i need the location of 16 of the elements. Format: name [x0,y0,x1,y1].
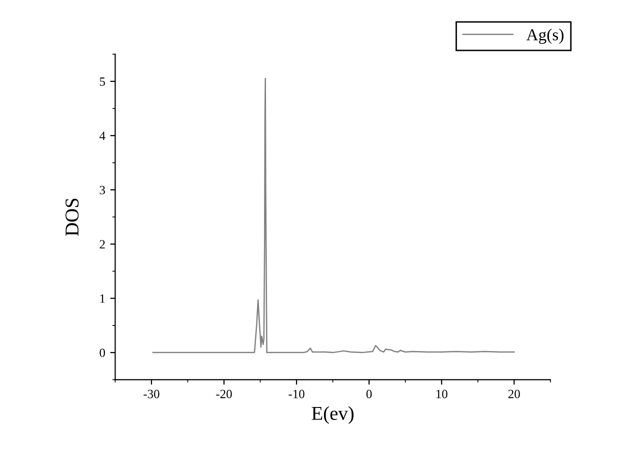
y-axis-title: DOS [66,198,79,236]
x-tick-label: -30 [144,390,160,398]
x-tick-label: 10 [436,390,448,398]
x-tick-label: -10 [288,390,304,398]
line-series [152,78,515,354]
y-tick-label: 2 [100,240,105,248]
x-tick-label: 0 [366,390,372,398]
y-tick-label: 3 [100,186,105,194]
x-axis-title: E(ev) [312,406,354,424]
x-tick-label: -20 [216,390,232,398]
x-tick-label: 20 [508,390,520,398]
y-tick-label: 4 [99,132,106,140]
legend-label: Ag(s) [526,28,564,44]
y-tick-label: 5 [100,78,105,86]
y-tick-label: 1 [100,294,105,303]
y-tick-label: 0 [100,348,105,358]
